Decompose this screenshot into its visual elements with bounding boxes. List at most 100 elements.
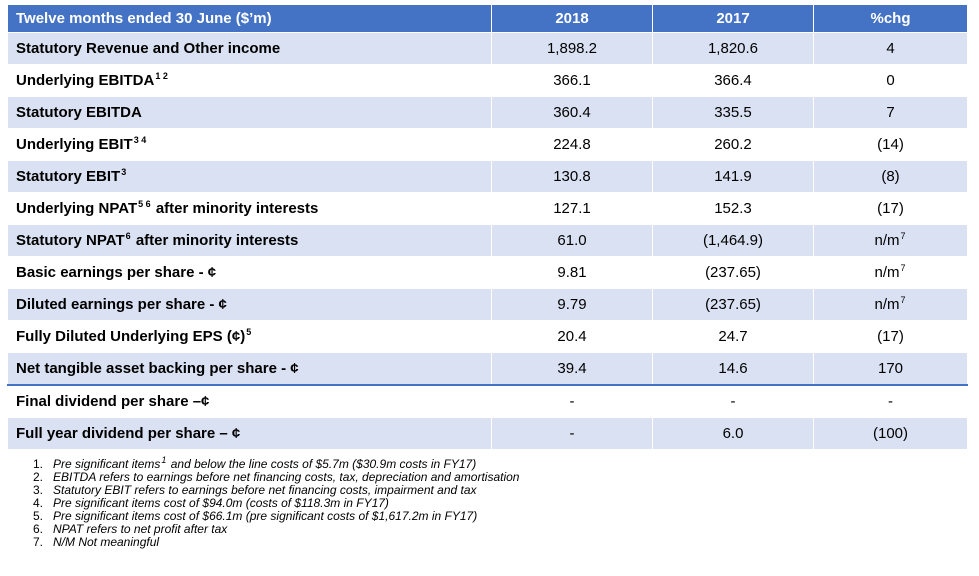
cell-2017: (1,464.9)	[652, 224, 814, 257]
cell-2018: -	[491, 417, 653, 450]
cell-2017: 366.4	[652, 64, 814, 97]
table-row: Final dividend per share –¢ - - -	[7, 384, 968, 418]
cell-value: 4	[886, 40, 895, 57]
cell-2017: 1,820.6	[652, 32, 814, 65]
cell-value: -	[569, 425, 575, 442]
footnote-number: 1.	[33, 457, 44, 471]
cell-2017: (237.65)	[652, 256, 814, 289]
cell-2017: 14.6	[652, 352, 814, 386]
cell-value: n/m	[874, 296, 900, 313]
footnote-number: 7.	[33, 535, 44, 549]
cell-pct-change: 7	[813, 96, 968, 129]
row-label-text: Fully Diluted Underlying EPS (¢)	[16, 328, 246, 345]
cell-value: 9.79	[557, 296, 587, 313]
cell-2017: 152.3	[652, 192, 814, 225]
cell-value: 14.6	[718, 360, 748, 377]
row-label-text: Statutory EBITDA	[16, 104, 142, 121]
cell-2018: 61.0	[491, 224, 653, 257]
footnote-item: 6. NPAT refers to net profit after tax	[33, 523, 519, 536]
footnote-ref: 7	[900, 231, 906, 241]
cell-value: 7	[886, 104, 895, 121]
footnote-ref: 6	[125, 231, 131, 241]
footnote-ref: 1	[161, 455, 167, 465]
financial-summary-table: Twelve months ended 30 June ($’m) 2018 2…	[7, 4, 968, 450]
cell-value: (17)	[877, 328, 904, 345]
cell-2018: 127.1	[491, 192, 653, 225]
row-label: Statutory EBITDA	[7, 96, 492, 129]
row-label: Statutory Revenue and Other income	[7, 32, 492, 65]
cell-value: 224.8	[553, 136, 591, 153]
cell-2018: 39.4	[491, 352, 653, 386]
footnote-text: Pre significant items	[53, 457, 161, 471]
table-row: Statutory Revenue and Other income 1,898.…	[7, 32, 968, 65]
cell-value: n/m	[874, 232, 900, 249]
table-row: Statutory NPAT6 after minority interests…	[7, 224, 968, 257]
cell-2018: 9.79	[491, 288, 653, 321]
cell-value: 260.2	[714, 136, 752, 153]
footnote-item: 4. Pre significant items cost of $94.0m (…	[33, 497, 519, 510]
footnotes-list: 1. Pre significant items1 and below the l…	[33, 455, 519, 549]
cell-value: 9.81	[557, 264, 587, 281]
cell-2018: -	[491, 384, 653, 418]
table-header-row: Twelve months ended 30 June ($’m) 2018 2…	[7, 4, 968, 33]
footnote-ref: 7	[900, 263, 906, 273]
cell-2017: 335.5	[652, 96, 814, 129]
header-period: Twelve months ended 30 June ($’m)	[7, 4, 492, 33]
row-label: Full year dividend per share – ¢	[7, 417, 492, 450]
row-label: Basic earnings per share - ¢	[7, 256, 492, 289]
row-label: Underlying EBITDA1 2	[7, 64, 492, 97]
table-row: Fully Diluted Underlying EPS (¢)5 20.4 24.…	[7, 320, 968, 353]
row-label-text: Diluted earnings per share - ¢	[16, 296, 227, 313]
cell-value: 1,898.2	[546, 40, 598, 57]
table-row: Underlying EBIT3 4 224.8 260.2 (14)	[7, 128, 968, 161]
footnote-item: 1. Pre significant items1 and below the l…	[33, 455, 519, 471]
cell-pct-change: n/m7	[813, 256, 968, 289]
footnote-item: 2. EBITDA refers to earnings before net f…	[33, 471, 519, 484]
cell-pct-change: n/m7	[813, 288, 968, 321]
cell-2018: 366.1	[491, 64, 653, 97]
footnote-ref: 7	[900, 295, 906, 305]
cell-pct-change: n/m7	[813, 224, 968, 257]
cell-2018: 130.8	[491, 160, 653, 193]
footnote-ref: 3 4	[133, 135, 147, 145]
row-label: Final dividend per share –¢	[7, 384, 492, 418]
cell-value: 170	[877, 360, 904, 377]
cell-pct-change: (14)	[813, 128, 968, 161]
footnote-text-suffix: and below the line costs of $5.7m ($30.9…	[167, 457, 477, 471]
row-label-text: Final dividend per share –¢	[16, 393, 210, 410]
cell-value: (8)	[881, 168, 900, 185]
cell-value: -	[569, 393, 575, 410]
row-label: Net tangible asset backing per share - ¢	[7, 352, 492, 386]
cell-pct-change: (17)	[813, 192, 968, 225]
footnote-ref: 3	[121, 167, 127, 177]
cell-value: 141.9	[714, 168, 752, 185]
table-row: Underlying NPAT5 6 after minority intere…	[7, 192, 968, 225]
footnote-ref: 1 2	[155, 71, 168, 81]
header-2017: 2017	[652, 4, 814, 33]
cell-value: 152.3	[714, 200, 752, 217]
cell-value: 20.4	[557, 328, 587, 345]
row-label-text: Statutory EBIT	[16, 168, 121, 185]
footnote-number: 4.	[33, 496, 44, 510]
footnote-number: 2.	[33, 470, 44, 484]
cell-pct-change: (8)	[813, 160, 968, 193]
row-label: Underlying NPAT5 6 after minority intere…	[7, 192, 492, 225]
header-2018: 2018	[491, 4, 653, 33]
footnote-ref: 5 6	[138, 199, 151, 209]
cell-value: (17)	[877, 200, 904, 217]
cell-2017: 260.2	[652, 128, 814, 161]
cell-value: (1,464.9)	[702, 232, 764, 249]
cell-pct-change: 4	[813, 32, 968, 65]
header-pct-change: %chg	[813, 4, 968, 33]
cell-2018: 1,898.2	[491, 32, 653, 65]
row-label-text: Statutory Revenue and Other income	[16, 40, 281, 57]
cell-value: -	[888, 393, 893, 410]
table-row: Full year dividend per share – ¢ - 6.0 (100…	[7, 417, 968, 450]
cell-2017: 6.0	[652, 417, 814, 450]
cell-value: 39.4	[557, 360, 587, 377]
row-label: Statutory EBIT3	[7, 160, 492, 193]
cell-value: (237.65)	[705, 296, 761, 313]
cell-value: 360.4	[553, 104, 591, 121]
row-label: Underlying EBIT3 4	[7, 128, 492, 161]
cell-2017: (237.65)	[652, 288, 814, 321]
